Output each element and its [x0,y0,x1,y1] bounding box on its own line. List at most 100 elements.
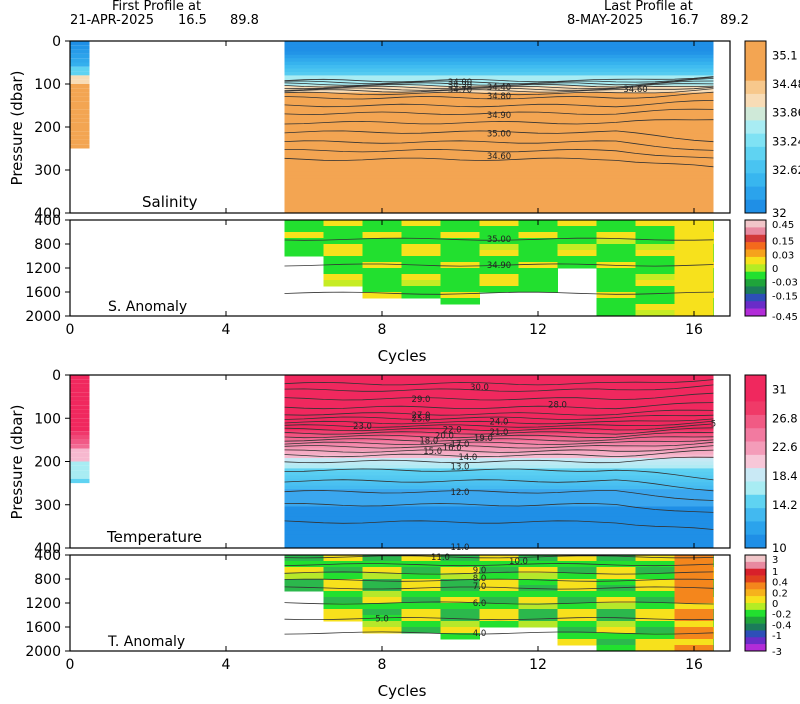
contour-label: 15.0 [423,447,442,457]
anomaly-cell [557,591,597,598]
section-cell [284,44,714,49]
anomaly-cell [323,603,363,610]
contour-line [284,420,714,428]
sanom-colorbar-swatch [745,301,766,309]
contour-line [284,423,714,432]
anomaly-contour [284,237,714,241]
section-cell [284,399,714,404]
section-cell [284,509,714,514]
section-cell [284,151,714,155]
anomaly-cell [440,609,480,616]
anomaly-cell [596,298,636,305]
anomaly-cell [401,603,441,610]
anomaly-cell [284,579,324,586]
y-tick-label: 1600 [25,285,61,301]
contour-label: 22.0 [443,425,462,435]
anomaly-contour [284,578,714,582]
y-tick-label: 2000 [25,644,61,660]
anomaly-contour [284,601,714,605]
anomaly-cell [635,250,675,257]
tanom-title: T. Anomaly [107,634,185,650]
temperature-colorbar-label: 14.2 [772,498,798,512]
anomaly-cell [362,597,402,604]
anomaly-cell-last [674,573,714,580]
temperature-colorbar-label: 10 [772,541,787,555]
anomaly-cell-last [674,567,714,574]
anomaly-cell [401,579,441,586]
anomaly-cell [635,232,675,239]
anomaly-cell-last [674,597,714,604]
salinity-colorbar-swatch [745,186,766,201]
first-profile-cell [70,418,90,423]
first-profile-cell [70,470,90,475]
first-profile-cell [70,444,90,449]
anomaly-cell [479,220,519,227]
tanom-colorbar-frame [744,554,767,652]
tanom-colorbar-swatch [745,609,766,618]
first-profile-cell [70,114,90,119]
section-cell [284,451,714,455]
anomaly-cell [557,639,597,646]
anomaly-cell [557,250,597,257]
salinity-colorbar-swatch [745,160,766,174]
anomaly-cell [401,274,441,281]
anomaly-cell [479,280,519,287]
anomaly-cell [518,579,558,586]
contour-label: 34.60 [623,85,647,95]
first-profile-cell [70,375,90,380]
anomaly-cell [440,585,480,592]
anomaly-cell [401,609,441,616]
first-profile-cell [70,452,90,458]
section-cell [284,482,714,487]
first-profile-lon: 89.8 [230,13,259,28]
salinity-colorbar-swatch [745,199,766,214]
temperature-colorbar-swatch [745,441,766,456]
anomaly-cell [635,280,675,287]
anomaly-cell [401,567,441,574]
contour-label: 34.60 [487,152,511,162]
first-profile-title: First Profile at [112,0,201,14]
sanom-colorbar-swatch [745,308,766,317]
first-profile-lat: 16.5 [178,13,207,28]
anomaly-cell [401,232,441,239]
anomaly-cell [596,627,636,634]
temperature-colorbar-label: 31 [772,382,787,396]
anomaly-cell [635,597,675,604]
anomaly-cell [323,555,363,562]
anomaly-cell [323,238,363,245]
anomaly-cell [401,573,441,580]
anomaly-cell [635,268,675,275]
contour-line [284,384,714,392]
salinity-colorbar-swatch [745,67,766,81]
anomaly-cell [596,597,636,604]
anomaly-cell [362,579,402,586]
sanom-colorbar-swatch [745,220,766,228]
section-cell [284,423,714,428]
contour-line [284,91,714,100]
salinity-colorbar-label: 34.48 [772,77,800,91]
anomaly-cell [596,244,636,251]
anomaly-cell [401,621,441,628]
first-profile-cell [70,127,90,132]
section-cell [284,192,714,197]
anomaly-cell [596,286,636,293]
first-profile-cell [70,387,90,393]
first-profile-cell [70,49,90,54]
tanom-colorbar-swatch [745,561,766,570]
section-cell [284,478,714,483]
section-cell [284,544,714,549]
anomaly-cell [440,256,480,263]
anomaly-cell [596,615,636,622]
anomaly-cell [440,621,480,628]
anomaly-cell [557,244,597,251]
anomaly-cell [401,280,441,287]
anomaly-cell [635,567,675,574]
anomaly-cell [479,561,519,568]
anomaly-cell [518,256,558,263]
first-profile-cell [70,461,90,466]
y-tick-label: 1200 [25,261,61,277]
contour-line [284,414,714,420]
anomaly-contour-label: 35.00 [487,235,511,245]
section-cell [284,503,714,507]
